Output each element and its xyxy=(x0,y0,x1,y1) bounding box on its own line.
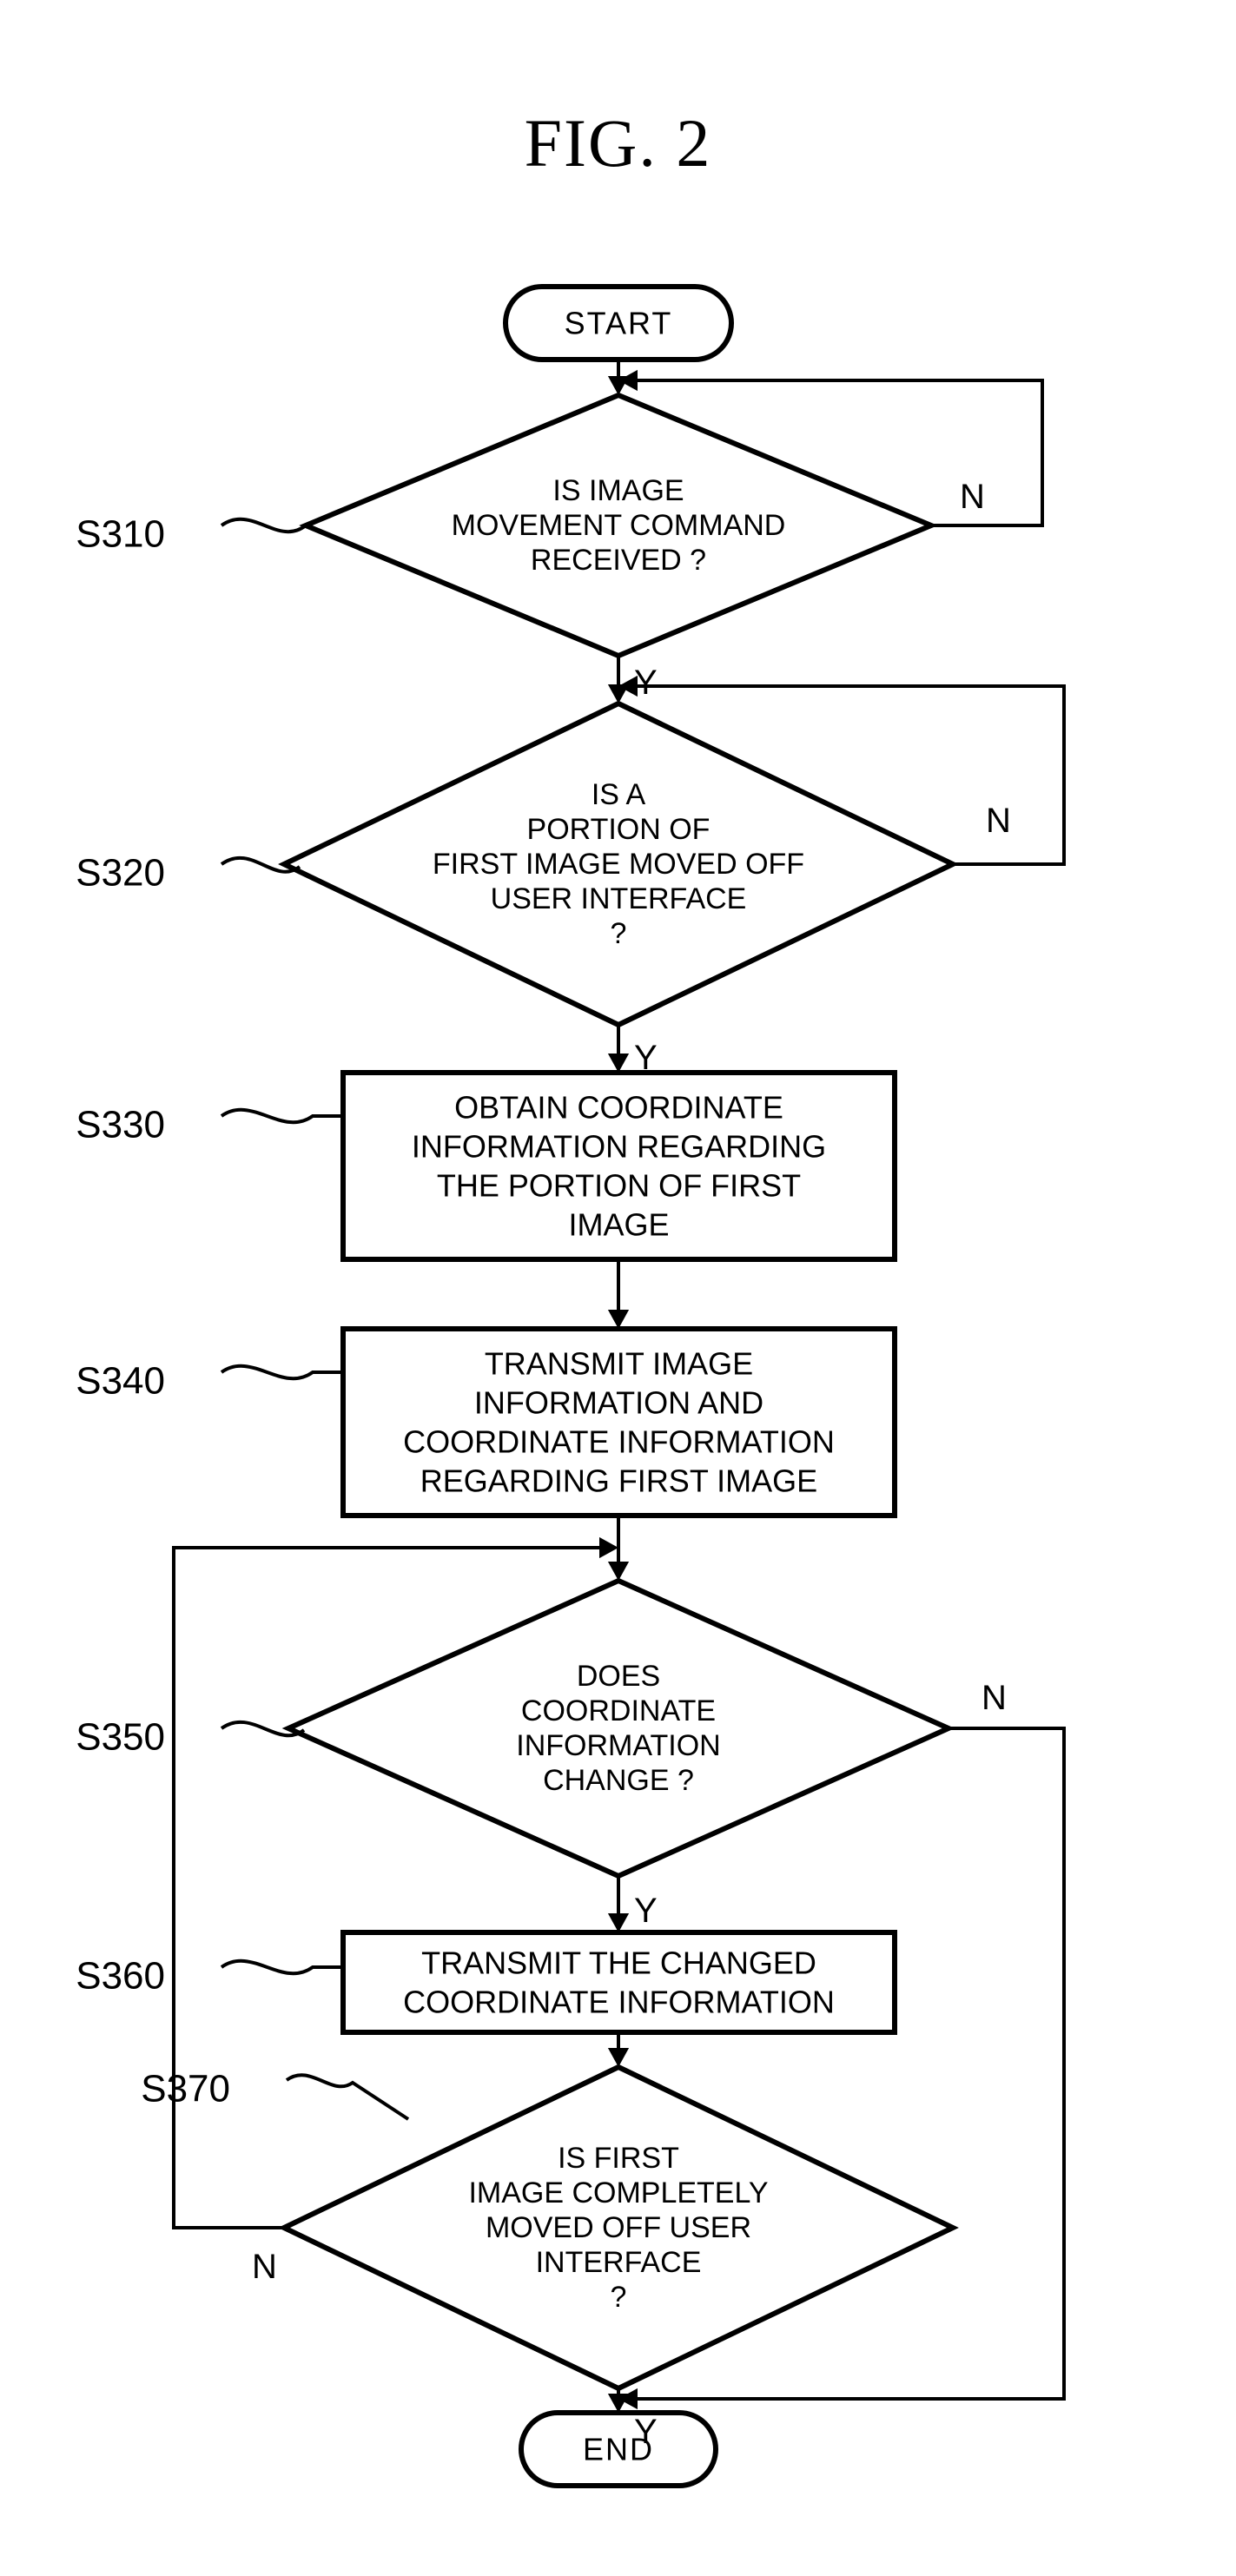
svg-text:FIRST IMAGE MOVED OFF: FIRST IMAGE MOVED OFF xyxy=(433,848,804,881)
svg-text:USER INTERFACE: USER INTERFACE xyxy=(491,882,747,915)
flowchart: STARTENDIS IMAGEMOVEMENT COMMANDRECEIVED… xyxy=(0,0,1236,2576)
leader-s330 xyxy=(221,1110,343,1122)
svg-text:?: ? xyxy=(611,917,627,950)
svg-text:IMAGE COMPLETELY: IMAGE COMPLETELY xyxy=(468,2176,768,2209)
svg-text:PORTION OF: PORTION OF xyxy=(527,813,711,846)
svg-text:MOVED OFF USER: MOVED OFF USER xyxy=(486,2211,751,2244)
step-label-s310: S310 xyxy=(76,513,165,556)
svg-text:DOES: DOES xyxy=(577,1660,660,1693)
svg-text:IS A: IS A xyxy=(592,778,646,811)
shapes: STARTENDIS IMAGEMOVEMENT COMMANDRECEIVED… xyxy=(76,287,953,2486)
svg-text:IMAGE: IMAGE xyxy=(568,1207,669,1243)
leader-s370 xyxy=(287,2075,408,2119)
yn-n320: N xyxy=(986,802,1011,840)
svg-text:CHANGE ?: CHANGE ? xyxy=(543,1764,694,1797)
svg-text:START: START xyxy=(565,306,673,341)
svg-text:REGARDING FIRST IMAGE: REGARDING FIRST IMAGE xyxy=(420,1463,817,1499)
svg-text:IS IMAGE: IS IMAGE xyxy=(552,474,684,507)
svg-text:THE PORTION OF FIRST: THE PORTION OF FIRST xyxy=(437,1168,801,1204)
svg-text:INFORMATION AND: INFORMATION AND xyxy=(474,1385,763,1421)
leader-s340 xyxy=(221,1366,343,1378)
step-label-s340: S340 xyxy=(76,1360,165,1403)
svg-text:?: ? xyxy=(611,2281,627,2314)
decision-s350 xyxy=(288,1581,948,1876)
svg-text:OBTAIN COORDINATE: OBTAIN COORDINATE xyxy=(454,1090,783,1126)
svg-text:INFORMATION: INFORMATION xyxy=(516,1729,720,1762)
step-leaders xyxy=(221,519,408,2119)
svg-text:RECEIVED ?: RECEIVED ? xyxy=(531,544,706,577)
yn-n350: N xyxy=(982,1679,1007,1717)
step-label-s330: S330 xyxy=(76,1104,165,1146)
svg-text:COORDINATE: COORDINATE xyxy=(521,1694,716,1727)
svg-text:COORDINATE INFORMATION: COORDINATE INFORMATION xyxy=(403,1424,835,1460)
svg-text:INFORMATION REGARDING: INFORMATION REGARDING xyxy=(412,1129,826,1165)
step-label-s370: S370 xyxy=(141,2068,230,2110)
step-label-s360: S360 xyxy=(76,1955,165,1998)
svg-text:INTERFACE: INTERFACE xyxy=(536,2246,702,2279)
leader-s310 xyxy=(221,519,306,532)
yn-y310: Y xyxy=(634,664,658,702)
yn-y320: Y xyxy=(634,1039,658,1077)
step-label-s350: S350 xyxy=(76,1716,165,1759)
svg-text:COORDINATE INFORMATION: COORDINATE INFORMATION xyxy=(403,1985,835,2020)
yn-y350: Y xyxy=(634,1892,658,1930)
leader-s360 xyxy=(221,1961,343,1973)
yn-y370: Y xyxy=(634,2413,658,2451)
svg-text:MOVEMENT COMMAND: MOVEMENT COMMAND xyxy=(452,509,786,542)
yn-n310: N xyxy=(960,478,985,516)
yn-n370: N xyxy=(252,2248,277,2286)
svg-text:TRANSMIT IMAGE: TRANSMIT IMAGE xyxy=(485,1346,753,1382)
svg-text:IS FIRST: IS FIRST xyxy=(558,2142,679,2175)
step-label-s320: S320 xyxy=(76,852,165,895)
svg-text:TRANSMIT THE CHANGED: TRANSMIT THE CHANGED xyxy=(421,1945,816,1981)
